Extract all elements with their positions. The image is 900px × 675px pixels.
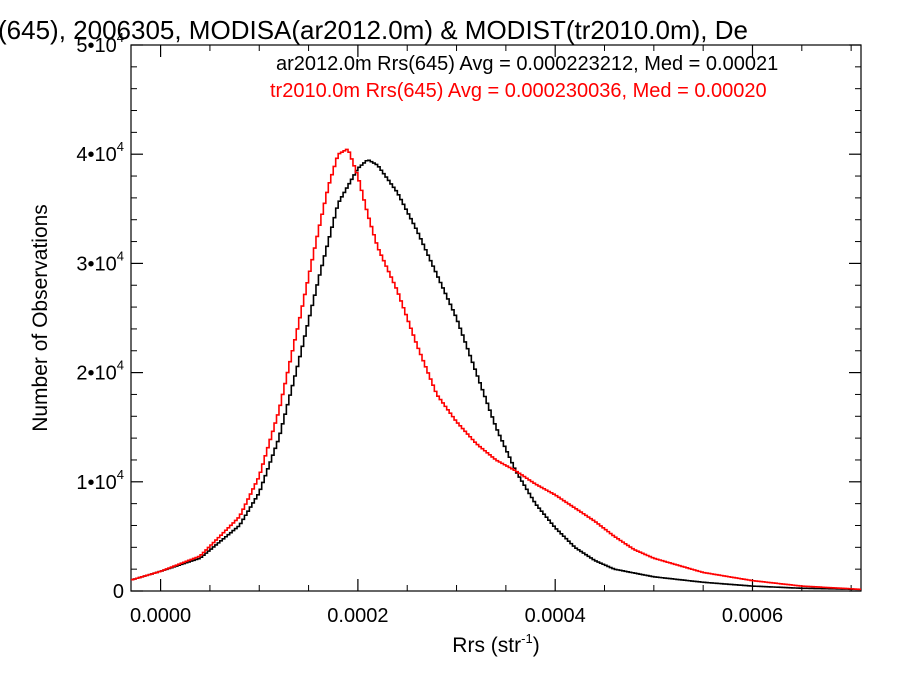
y-axis-title: Number of Observations xyxy=(29,204,52,432)
series-layer xyxy=(131,148,861,591)
x-axis-title-suffix: ) xyxy=(533,634,540,657)
x-tick-labels: 0.0000 0.0002 0.0004 0.0006 xyxy=(130,605,783,627)
x-axis-title: Rrs (str-1) xyxy=(452,631,539,657)
x-tick-label: 0.0002 xyxy=(327,605,388,627)
chart-title: (645), 2006305, MODISA(ar2012.0m) & MODI… xyxy=(0,15,748,45)
series-line-tr2010 xyxy=(131,148,861,591)
x-axis-title-sup: -1 xyxy=(521,631,533,646)
y-tick-label: 1•104 xyxy=(76,467,124,494)
legend-entry-ar2012: ar2012.0m Rrs(645) Avg = 0.000223212, Me… xyxy=(276,53,778,75)
y-tick-label: 2•104 xyxy=(76,358,124,385)
axis-ticks xyxy=(131,44,861,592)
y-tick-label: 5•104 xyxy=(76,30,124,57)
y-tick-label: 3•104 xyxy=(76,248,124,275)
x-tick-label: 0.0004 xyxy=(525,605,586,627)
x-tick-label: 0.0000 xyxy=(130,605,191,627)
x-axis-title-main: Rrs (str xyxy=(452,634,521,657)
y-tick-label: 0 xyxy=(113,581,124,603)
legend-entry-tr2010: tr2010.0m Rrs(645) Avg = 0.000230036, Me… xyxy=(270,80,767,102)
series-line-ar2012 xyxy=(131,159,861,591)
x-tick-label: 0.0006 xyxy=(722,605,783,627)
y-tick-labels: 0 1•104 2•104 3•104 4•104 5•104 xyxy=(76,30,124,603)
plot-frame xyxy=(130,44,862,592)
y-tick-label: 4•104 xyxy=(76,139,124,166)
